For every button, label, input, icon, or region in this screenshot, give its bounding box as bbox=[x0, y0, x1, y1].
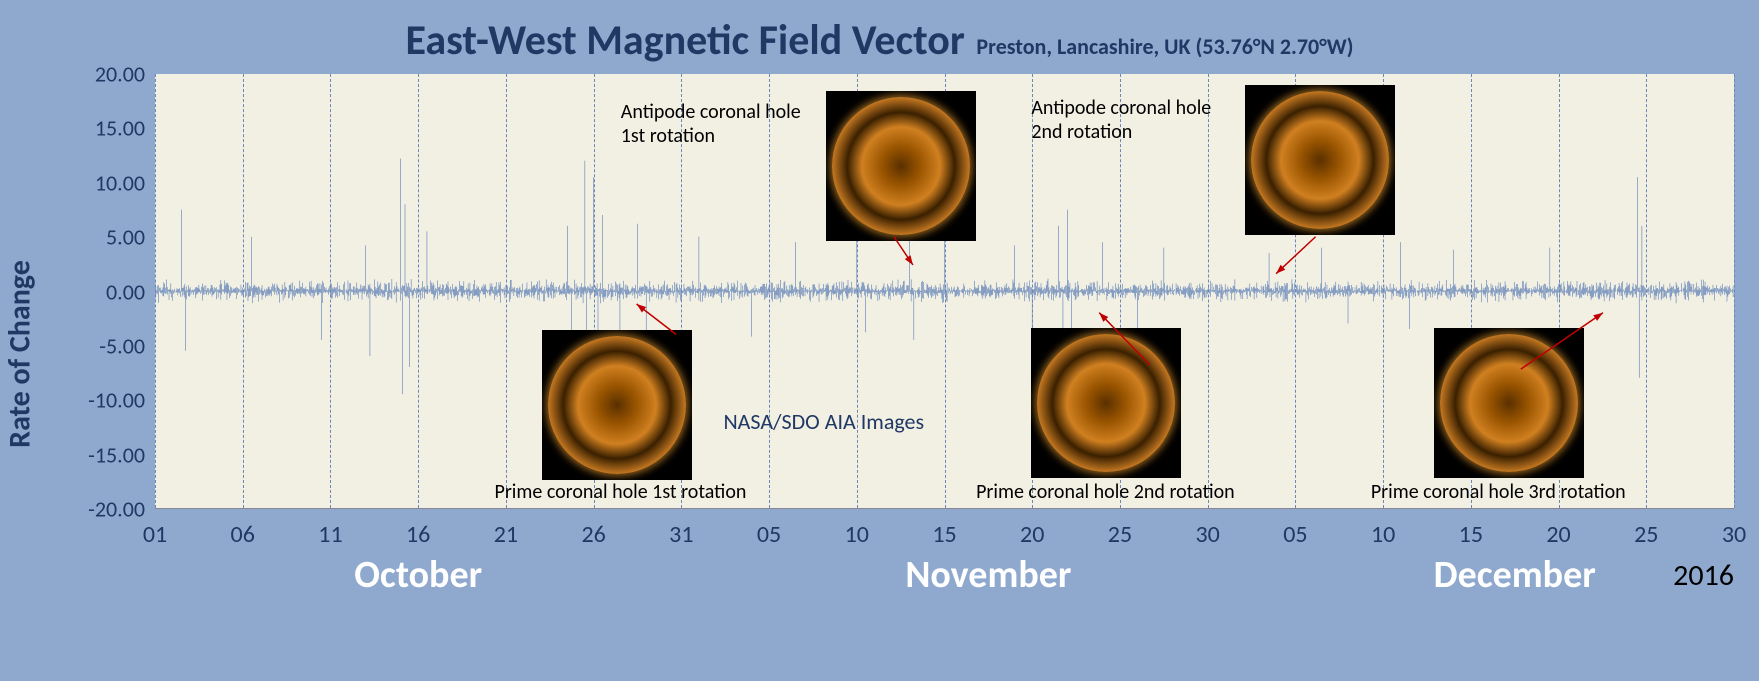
x-tick-label: 26 bbox=[581, 520, 605, 549]
chart-title: East-West Magnetic Field Vector bbox=[405, 15, 964, 66]
x-tick-label: 20 bbox=[1020, 520, 1044, 549]
x-tick-label: 05 bbox=[1283, 520, 1307, 549]
arrow-4 bbox=[155, 74, 156, 75]
chart-subtitle: Preston, Lancashire, UK (53.76°N 2.70°W) bbox=[976, 33, 1353, 60]
x-tick-label: 30 bbox=[1722, 520, 1746, 549]
chart-container: East-West Magnetic Field Vector Preston,… bbox=[0, 0, 1759, 681]
x-tick-row: 01061116212631051015202530051015202530 bbox=[155, 514, 1734, 554]
year-label: 2016 bbox=[1673, 557, 1734, 594]
month-label: November bbox=[905, 552, 1071, 598]
y-tick-label: 15.00 bbox=[55, 115, 145, 142]
plot-wrap: Rate of Change 20.0015.0010.005.000.00-5… bbox=[25, 74, 1734, 634]
x-tick-label: 15 bbox=[932, 520, 956, 549]
y-axis-label: Rate of Change bbox=[2, 260, 39, 448]
plot-area: Antipode coronal hole 1st rotationAntipo… bbox=[155, 74, 1734, 509]
title-row: East-West Magnetic Field Vector Preston,… bbox=[25, 15, 1734, 66]
y-tick-label: -15.00 bbox=[55, 441, 145, 468]
y-tick-label: 0.00 bbox=[55, 278, 145, 305]
x-tick-label: 25 bbox=[1634, 520, 1658, 549]
x-tick-label: 31 bbox=[669, 520, 693, 549]
y-tick-label: 5.00 bbox=[55, 224, 145, 251]
x-tick-label: 10 bbox=[845, 520, 869, 549]
month-label: December bbox=[1434, 552, 1596, 598]
month-label-row: October November December 2016 bbox=[155, 552, 1734, 612]
y-tick-label: 10.00 bbox=[55, 169, 145, 196]
y-tick-label: 20.00 bbox=[55, 61, 145, 88]
x-tick-label: 11 bbox=[318, 520, 342, 549]
y-tick-column: 20.0015.0010.005.000.00-5.00-10.00-15.00… bbox=[55, 74, 145, 509]
x-tick-label: 15 bbox=[1459, 520, 1483, 549]
y-tick-label: -5.00 bbox=[55, 332, 145, 359]
x-tick-label: 06 bbox=[231, 520, 255, 549]
y-tick-label: -10.00 bbox=[55, 387, 145, 414]
gridline bbox=[1734, 74, 1735, 508]
x-tick-label: 16 bbox=[406, 520, 430, 549]
x-tick-label: 01 bbox=[143, 520, 167, 549]
x-tick-label: 21 bbox=[494, 520, 518, 549]
x-tick-label: 20 bbox=[1546, 520, 1570, 549]
x-tick-label: 10 bbox=[1371, 520, 1395, 549]
month-label: October bbox=[354, 552, 482, 598]
x-tick-label: 25 bbox=[1108, 520, 1132, 549]
x-tick-label: 30 bbox=[1195, 520, 1219, 549]
x-tick-label: 05 bbox=[757, 520, 781, 549]
y-tick-label: -20.00 bbox=[55, 496, 145, 523]
